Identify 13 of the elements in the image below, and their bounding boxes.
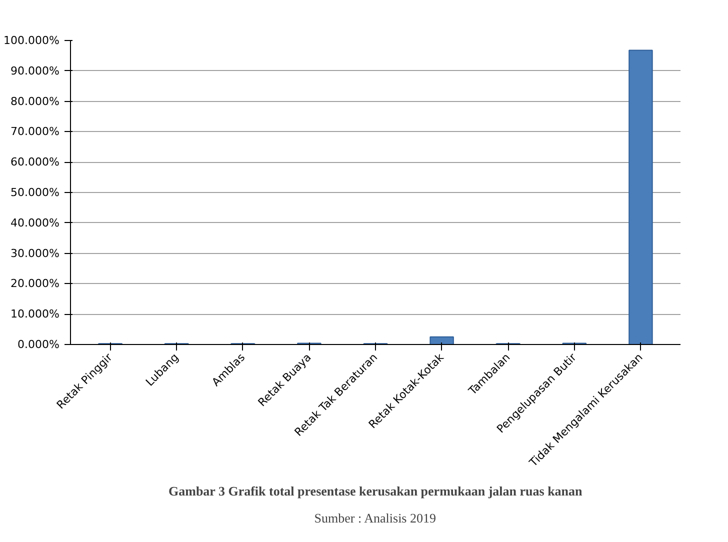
y-tick-label: 50.000%	[10, 186, 60, 199]
y-tick-label: 60.000%	[10, 156, 60, 169]
y-tick-label: 10.000%	[10, 308, 60, 321]
y-tick-label: 40.000%	[10, 216, 60, 230]
y-tick-label: 70.000%	[10, 125, 60, 138]
text: Gambar 3 Grafik total presentase kerusakan permukaan jalan ruas kanan	[168, 484, 584, 498]
y-tick-label: 0.000%	[18, 338, 60, 351]
y-tick-label: 100.000%	[4, 34, 60, 47]
y-tick-label: 20.000%	[10, 277, 60, 290]
y-tick-label: 80.000%	[10, 94, 60, 108]
y-tick-label: 30.000%	[10, 246, 60, 260]
text: Sumber : Analisis 2019	[314, 510, 436, 526]
y-tick-label: 90.000%	[10, 64, 60, 78]
